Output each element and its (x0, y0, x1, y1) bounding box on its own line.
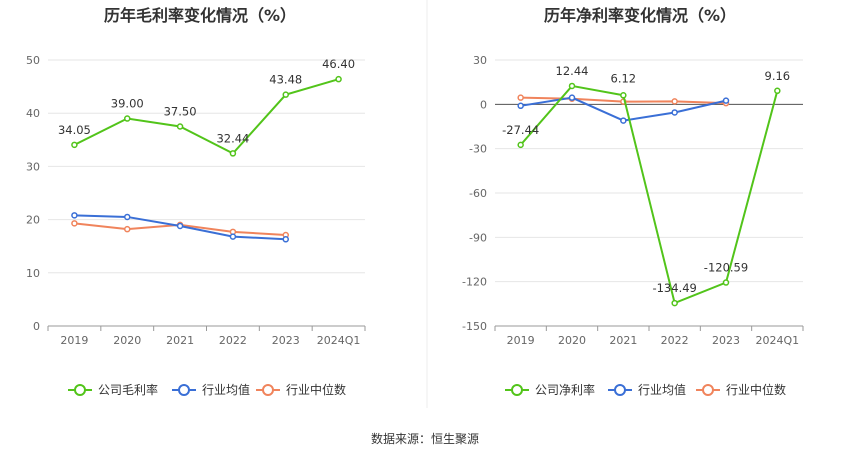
legend-swatch-marker (511, 384, 523, 396)
data-point (176, 123, 184, 130)
legend-swatch-marker (74, 384, 86, 396)
data-point (517, 94, 524, 101)
legend-swatch-marker (702, 384, 714, 396)
data-point (282, 236, 289, 243)
data-point (722, 97, 730, 104)
legend-swatch-marker (614, 384, 626, 396)
data-point (671, 98, 678, 105)
data-label: 12.44 (556, 64, 589, 78)
y-tick-label: -150 (462, 320, 487, 333)
data-label: -134.49 (652, 281, 696, 295)
legend-label: 行业均值 (202, 382, 250, 397)
data-point (71, 212, 78, 219)
data-point (124, 225, 131, 233)
data-label: 43.48 (269, 73, 302, 87)
x-tick-label: 2023 (712, 334, 740, 347)
data-label: -27.44 (502, 123, 539, 137)
x-tick-label: 2021 (166, 334, 194, 347)
x-tick-label: 2019 (60, 334, 88, 347)
chart-title: 历年净利率变化情况（%） (544, 6, 736, 25)
chart-2: 历年净利率变化情况（%） 30 0 -30 -60 -90 -120 -150 2019 2020… (462, 6, 804, 397)
x-tick-label: 2023 (272, 334, 300, 347)
data-point (71, 141, 78, 149)
data-point (671, 109, 678, 116)
x-tick-label: 2021 (609, 334, 637, 347)
data-point (568, 94, 576, 101)
x-tick-label: 2022 (661, 334, 689, 347)
legend-swatch-marker (262, 384, 274, 396)
chart-title: 历年毛利率变化情况（%） (104, 6, 296, 25)
y-tick-label: 0 (480, 98, 487, 111)
legend-label: 行业均值 (638, 382, 686, 397)
data-point (335, 75, 342, 83)
data-point (620, 117, 627, 124)
data-point (71, 220, 78, 227)
y-tick-label: 40 (26, 107, 40, 120)
data-point (124, 115, 131, 122)
data-label: 6.12 (611, 71, 637, 85)
data-point (517, 141, 524, 149)
y-tick-label: -30 (469, 143, 487, 156)
data-point (671, 299, 678, 307)
x-tick-label: 2019 (507, 334, 535, 347)
data-label: 34.05 (58, 123, 91, 137)
x-tick-label: 2024Q1 (756, 334, 800, 347)
legend-swatch-marker (178, 384, 190, 396)
data-point (620, 92, 627, 99)
x-tick-label: 2020 (113, 334, 141, 347)
y-tick-label: 30 (26, 160, 40, 173)
legend-label: 行业中位数 (726, 382, 786, 397)
chart-1: 历年毛利率变化情况（%） 0 10 20 30 40 50 2019 2020 2021 2022 2… (26, 6, 366, 397)
data-label: 39.00 (111, 97, 144, 111)
series-line (519, 84, 779, 305)
y-tick-label: -90 (469, 231, 487, 244)
data-label: 32.44 (216, 131, 249, 145)
data-point (568, 82, 576, 90)
legend-label: 公司毛利率 (98, 382, 158, 397)
legend-label: 公司净利率 (535, 382, 595, 397)
data-point (517, 102, 524, 110)
x-tick-label: 2024Q1 (317, 334, 361, 347)
x-tick-label: 2020 (558, 334, 586, 347)
data-label: 9.16 (765, 69, 791, 83)
legend-label: 行业中位数 (286, 382, 346, 397)
data-point (229, 233, 237, 240)
y-tick-label: -60 (469, 187, 487, 200)
data-label: -120.59 (704, 261, 748, 275)
data-point (774, 87, 781, 95)
y-tick-label: 20 (26, 214, 40, 227)
data-label: 46.40 (322, 57, 355, 71)
data-point (282, 91, 289, 98)
data-point (176, 222, 184, 230)
data-point (722, 279, 730, 286)
y-tick-label: 50 (26, 54, 40, 67)
series-line (73, 78, 339, 155)
data-point (124, 213, 131, 221)
data-point (229, 150, 237, 157)
y-tick-label: 30 (473, 54, 487, 67)
y-tick-label: -120 (462, 276, 487, 289)
data-label: 37.50 (164, 105, 197, 119)
source-text: 数据来源：恒生聚源 (371, 431, 479, 446)
x-tick-label: 2022 (219, 334, 247, 347)
y-tick-label: 10 (26, 267, 40, 280)
y-tick-label: 0 (33, 320, 40, 333)
